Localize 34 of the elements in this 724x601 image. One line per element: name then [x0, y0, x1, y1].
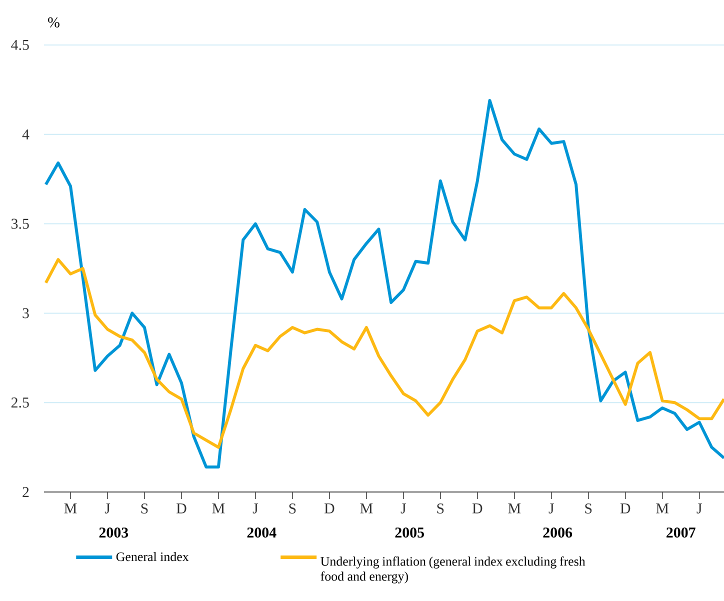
- x-tick-label: D: [620, 504, 630, 514]
- x-tick-label: D: [324, 504, 334, 514]
- y-axis-title: %: [48, 17, 60, 28]
- x-tick-label: S: [585, 504, 592, 514]
- y-tick-label: 3.5: [12, 218, 29, 229]
- x-tick-label: J: [104, 504, 110, 514]
- y-tick-label: 4.5: [11, 40, 29, 50]
- x-tick-label: M: [656, 504, 669, 514]
- text: 2005: [395, 528, 424, 538]
- y-tick-label: 4: [22, 129, 30, 140]
- x-tick-label: S: [289, 504, 296, 514]
- x-tick-label: J: [252, 504, 258, 514]
- legend-label: General index: [116, 552, 189, 562]
- line-series: [44, 258, 724, 449]
- legend-label: Underlying inflation (general index excluding fresh food and energy): [320, 556, 586, 584]
- text: 2006: [543, 528, 572, 538]
- text: 2003: [99, 528, 128, 538]
- line-series: [44, 98, 724, 468]
- y-tick-label: 2.5: [11, 398, 29, 408]
- x-tick-label: M: [212, 504, 225, 514]
- x-tick-label: M: [64, 504, 77, 514]
- x-tick-label: S: [141, 504, 148, 514]
- x-tick-label: M: [508, 504, 521, 514]
- x-tick-label: J: [696, 504, 702, 514]
- x-tick-label: M: [360, 504, 373, 514]
- text: 2004: [247, 528, 276, 538]
- x-tick-label: J: [548, 504, 554, 514]
- x-tick-label: J: [400, 504, 406, 514]
- text: 2007: [666, 528, 696, 538]
- x-tick-label: D: [176, 504, 186, 514]
- x-tick-label: S: [437, 504, 444, 514]
- x-tick-label: D: [472, 504, 482, 514]
- y-tick-label: 2: [22, 487, 29, 497]
- y-tick-label: 3: [22, 308, 29, 318]
